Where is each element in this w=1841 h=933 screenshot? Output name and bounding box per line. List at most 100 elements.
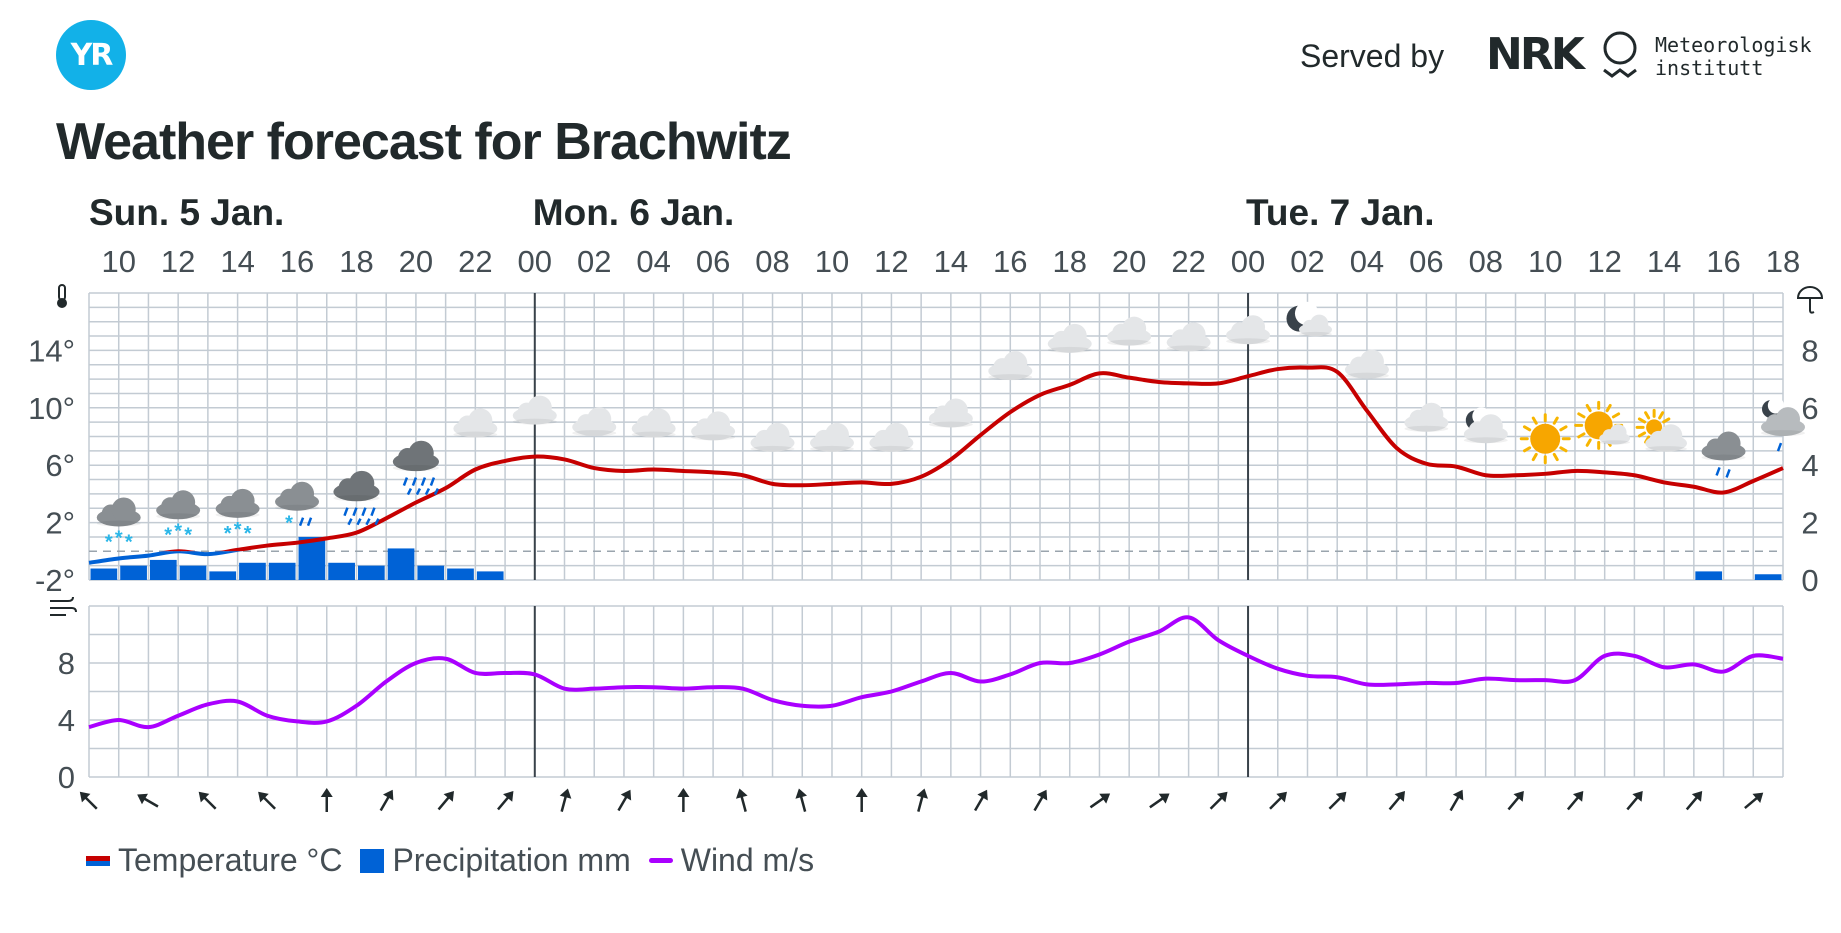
cloud-puff [1766,414,1784,433]
wind-arrow-shaft [1566,791,1583,811]
cloud-puff [1112,323,1131,342]
hour-tick-label: 08 [1469,244,1503,279]
sun-ray [1662,417,1671,424]
wind-arrow-head [1216,791,1228,803]
temperature-tick-label: 14° [28,333,75,368]
sun-ray [1559,446,1568,453]
hour-tick-label: 22 [1171,244,1205,279]
cloud-base [1298,322,1332,337]
cloudy-icon [869,422,914,452]
hour-tick-label: 00 [518,244,552,279]
nrk-logo[interactable]: NRK [1486,29,1585,80]
raindrop [374,518,380,526]
wind-arrow-shaft [617,790,631,812]
sun-ray [1644,411,1651,420]
hour-tick-label: 12 [1587,244,1621,279]
wind-arrow-head [137,793,148,805]
cloud-shadow [1166,345,1211,352]
cloud-shadow [631,431,676,438]
cloud-shadow [1404,425,1449,432]
snow-showers-icon [156,490,201,520]
hour-tick-label: 08 [755,244,789,279]
wind-arrow-shaft [917,790,926,812]
precipitation-tick-label: 2 [1801,506,1818,541]
cloud-puff [1122,316,1147,341]
wind-direction-arrow [1388,791,1406,811]
hour-tick-label: 14 [220,244,254,279]
sun-ray [1585,403,1592,413]
wind-arrow-head [1099,793,1111,804]
cloud-shape [215,488,260,518]
wind-arrow-head [795,788,808,799]
raindrop [298,517,305,527]
hour-tick-label: 18 [1766,244,1800,279]
cloud-shadow [1344,372,1389,379]
wind-direction-arrow [1269,791,1287,810]
temperature-tick-label: 2° [45,506,75,541]
met-institute-logo-icon [1603,31,1637,78]
precipitation-bar [476,571,504,580]
cloud-shape [572,407,617,437]
partly-cloudy-night-icon [1286,301,1332,337]
cloud-shadow [215,511,260,518]
wind-direction-arrow [916,788,928,812]
hour-tick-label: 14 [934,244,968,279]
wind-arrow-head [1452,789,1464,801]
thermometer-icon-bulb [57,298,67,308]
raindrop [415,487,422,496]
temperature-line-below-zero [88,551,242,565]
hour-tick-label: 18 [1052,244,1086,279]
rain-icon [392,440,440,496]
raindrop [402,477,409,486]
sun-ray [1559,425,1568,432]
wind-direction-arrow [973,789,988,812]
sun-ray [1522,425,1532,432]
sun-ray [1658,435,1665,444]
wind-arrow-head [443,791,454,802]
cloud-shape [156,490,201,520]
sun-ray [1662,431,1671,438]
moon-cut [1472,407,1491,426]
sun-shape [1519,413,1571,465]
sun-ray [1531,452,1538,462]
wind-arrow-head [1632,791,1643,802]
cloud-puff [696,418,715,437]
wind-arrow-shaft [437,791,454,811]
cloud-puff [1468,421,1487,440]
cloud-base [215,499,260,518]
cloud-puff [1649,430,1668,448]
cloud-puff [636,415,655,434]
hour-tick-label: 12 [161,244,195,279]
wind-arrow-shaft [80,792,98,810]
sun-ray [1585,438,1592,447]
legend-label-temperature: Temperature °C [118,842,343,878]
precipitation-tick-label: 0 [1801,563,1818,598]
cloud-shape [1047,323,1092,353]
cloudy-icon [572,407,617,437]
hour-tick-label: 02 [1290,244,1324,279]
wind-arrow-shaft [258,792,276,810]
thermometer-icon-stem [58,284,66,301]
light-rain-night-icon [1761,397,1805,452]
precipitation-bar [1695,571,1723,580]
cloud-puff [101,504,120,523]
precipitation-bar [239,562,266,580]
hour-tick-label: 06 [1409,244,1443,279]
snowflake: * [164,524,172,546]
cloud-base [333,482,380,502]
moon-shape [1762,397,1785,419]
precipitation-bar [298,536,326,580]
yr-logo[interactable]: YR [56,20,126,90]
cloud-puff [1359,349,1384,374]
met-line-1: Meteorologisk [1655,33,1812,57]
hour-tick-label: 20 [1112,244,1146,279]
cloud-base [1047,334,1092,353]
cloud-puff [349,470,375,497]
cloud-puff [1241,315,1266,340]
legend-item-wind: Wind m/s [648,842,814,879]
day-label: Sun. 5 Jan. [89,192,284,233]
cloud-shape [512,395,557,425]
moon-cut [1767,397,1785,414]
cloud-shape [1761,407,1805,437]
wind-direction-arrow [735,788,748,812]
